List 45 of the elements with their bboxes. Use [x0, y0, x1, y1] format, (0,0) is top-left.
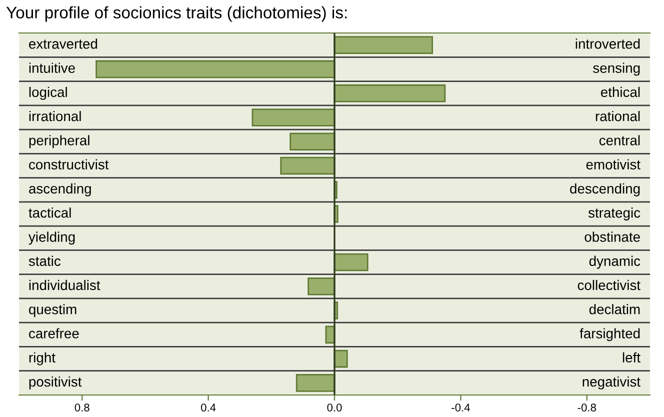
y2-tick-label: collectivist: [578, 280, 640, 290]
bar: [334, 36, 433, 54]
y-tick-label: irrational: [29, 110, 81, 122]
y2-tick-label: farsighted: [580, 328, 640, 342]
bar: [290, 132, 336, 150]
bar: [252, 108, 336, 126]
y2-tick-label: introverted: [576, 38, 640, 49]
y2-tick-label: emotivist: [586, 159, 640, 170]
y-tick-label: right: [29, 352, 56, 366]
chart-title: Your profile of socionics traits (dichotomies) is:: [6, 6, 347, 22]
bar: [280, 156, 336, 175]
bar: [334, 253, 368, 272]
y-tick-label: peripheral: [29, 135, 90, 148]
y2-tick-label: rational: [596, 110, 640, 122]
y-tick-label: logical: [29, 86, 67, 100]
y-tick-label: static: [28, 256, 61, 266]
y2-tick-label: negativist: [582, 376, 640, 390]
x-tick-label: 0.4: [201, 404, 216, 412]
y2-tick-label: descending: [570, 183, 640, 196]
y-tick-label: individualist: [29, 280, 100, 290]
bar: [296, 374, 336, 392]
bar: [96, 60, 336, 78]
y2-tick-label: declatim: [589, 304, 640, 314]
y-tick-label: ascending: [29, 183, 91, 196]
y2-tick-label: dynamic: [589, 256, 640, 269]
y-tick-label: tactical: [28, 208, 71, 218]
y2-tick-label: strategic: [588, 208, 640, 220]
y-tick-label: carefree: [29, 328, 79, 338]
bar: [334, 84, 446, 102]
x-tick-label: -0.8: [578, 404, 596, 412]
y-tick-label: extraverted: [29, 38, 98, 49]
x-tick-label: 0.0: [327, 404, 342, 412]
x-tick-label: 0.8: [74, 404, 90, 412]
y2-tick-label: ethical: [600, 86, 640, 98]
y2-tick-label: sensing: [593, 62, 640, 76]
y-tick-label: intuitive: [29, 62, 75, 73]
y-tick-label: constructivist: [29, 159, 109, 170]
y-tick-label: positivist: [29, 376, 82, 390]
y2-tick-label: left: [622, 352, 640, 363]
x-tick-label: -0.4: [452, 404, 470, 412]
y-tick-label: questim: [29, 304, 76, 318]
y2-tick-label: obstinate: [584, 232, 640, 242]
y2-tick-label: central: [599, 135, 640, 146]
y-tick-label: yielding: [28, 232, 75, 245]
bar: [308, 278, 336, 296]
